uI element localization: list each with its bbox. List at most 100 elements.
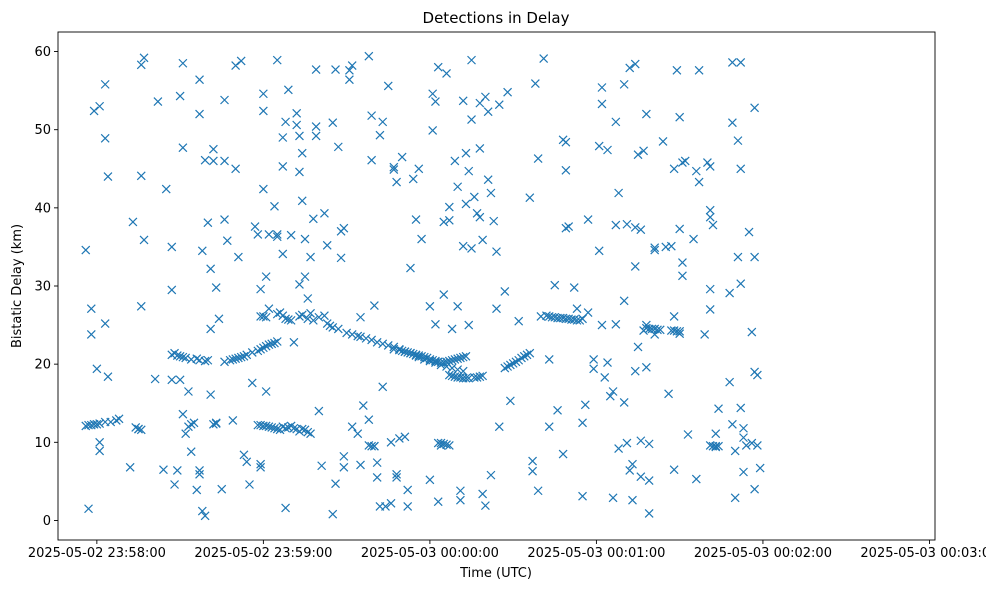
data-point (561, 223, 571, 233)
data-point (100, 79, 110, 89)
data-point (544, 355, 554, 364)
data-point (100, 319, 110, 328)
data-point (425, 475, 435, 485)
data-point (411, 350, 421, 360)
data-point (267, 339, 277, 349)
data-point (700, 330, 710, 339)
y-tick-label: 60 (34, 45, 51, 60)
data-point (394, 345, 404, 355)
data-point (641, 109, 651, 119)
data-point (394, 433, 404, 443)
data-point (261, 421, 271, 431)
data-point (475, 212, 485, 222)
data-point (311, 122, 321, 131)
data-point (306, 308, 315, 318)
data-point (505, 396, 515, 406)
x-tick-label: 2025-05-02 23:58:00 (28, 546, 166, 561)
data-points (81, 51, 765, 521)
data-point (578, 491, 587, 501)
data-point (200, 155, 210, 165)
data-point (455, 495, 465, 505)
data-point (603, 358, 612, 368)
data-point (641, 362, 651, 372)
data-point (278, 162, 288, 171)
data-point (347, 422, 357, 432)
data-point (297, 148, 307, 158)
data-point (286, 230, 296, 240)
data-point (278, 133, 288, 142)
data-point (691, 474, 701, 484)
data-point (525, 193, 535, 203)
data-point (167, 375, 177, 385)
data-point (558, 449, 568, 459)
data-point (669, 465, 679, 475)
data-point (295, 167, 304, 177)
data-point (431, 356, 440, 366)
data-point (450, 156, 460, 166)
data-point (442, 357, 451, 367)
data-point (727, 118, 737, 128)
data-point (186, 447, 196, 457)
x-axis: 2025-05-02 23:58:00 2025-05-02 23:59:00 20… (28, 540, 986, 561)
data-point (178, 352, 188, 362)
data-point (261, 387, 271, 396)
data-point (597, 99, 607, 109)
data-point (331, 65, 340, 74)
data-point (431, 319, 440, 329)
data-point (258, 343, 268, 353)
data-point (289, 337, 299, 347)
data-point (195, 466, 204, 475)
data-point (453, 354, 463, 364)
data-point (247, 378, 257, 388)
data-point (150, 374, 160, 384)
data-point (303, 427, 313, 437)
data-point (136, 301, 146, 311)
data-point (472, 208, 482, 218)
data-point (136, 171, 146, 181)
data-point (425, 301, 435, 311)
data-point (342, 328, 352, 338)
data-point (283, 85, 293, 95)
data-point (597, 320, 607, 330)
data-point (333, 142, 343, 152)
data-point (714, 404, 723, 414)
data-point (633, 342, 643, 352)
data-point (705, 205, 715, 215)
data-point (550, 280, 560, 290)
data-point (364, 415, 374, 425)
data-point (339, 451, 349, 461)
data-point (747, 327, 757, 337)
data-point (300, 234, 310, 244)
data-point (519, 351, 529, 361)
data-point (211, 283, 221, 292)
data-point (414, 164, 424, 174)
data-point (300, 272, 310, 282)
data-point (694, 65, 704, 75)
data-point (467, 244, 476, 253)
data-point (231, 164, 241, 174)
data-point (256, 284, 266, 294)
data-point (444, 356, 454, 366)
data-point (619, 398, 629, 407)
data-point (533, 486, 543, 496)
data-point (478, 371, 488, 381)
data-point (297, 424, 307, 434)
data-point (644, 476, 654, 486)
data-point (175, 351, 185, 361)
data-point (530, 79, 540, 89)
data-point (439, 358, 449, 368)
data-point (428, 126, 438, 135)
data-point (542, 311, 551, 321)
data-point (106, 417, 116, 427)
data-point (492, 247, 501, 257)
data-point (553, 405, 562, 415)
data-point (467, 55, 476, 65)
data-point (167, 285, 177, 295)
data-point (458, 352, 468, 362)
data-point (258, 312, 268, 321)
data-point (339, 462, 349, 472)
x-tick-label: 2025-05-03 00:03:00 (860, 546, 986, 561)
data-point (442, 440, 451, 450)
data-point (672, 65, 682, 75)
data-point (578, 418, 587, 428)
